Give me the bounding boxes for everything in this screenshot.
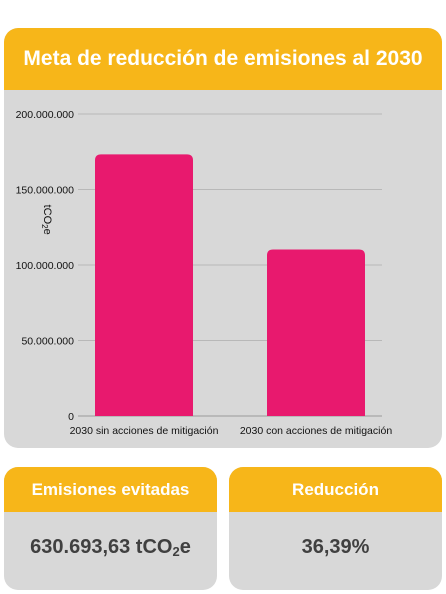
reduccion-card: Reducción 36,39%	[229, 467, 442, 590]
chart-card: Meta de reducción de emisiones al 2030 0…	[4, 28, 442, 448]
y-tick-label: 150.000.000	[16, 185, 75, 197]
emisiones-value: 630.693,63 tCO2e	[4, 536, 217, 559]
bar	[95, 154, 193, 416]
y-tick-label: 50.000.000	[21, 336, 74, 348]
y-tick-label: 0	[68, 411, 74, 423]
y-tick-label: 200.000.000	[16, 109, 75, 121]
emisiones-value-suffix: e	[179, 536, 191, 558]
emisiones-value-sub: 2	[172, 544, 180, 559]
bar	[267, 249, 365, 416]
reduccion-label: Reducción	[229, 467, 442, 512]
emisiones-label: Emisiones evitadas	[4, 467, 217, 512]
emisiones-value-main: 630.693,63 tCO	[30, 536, 173, 558]
y-tick-label: 100.000.000	[16, 260, 75, 272]
emisiones-card: Emisiones evitadas 630.693,63 tCO2e	[4, 467, 217, 590]
bar-chart: 0 50.000.000 100.000.000 150.000.000 200.000…	[16, 109, 393, 437]
reduccion-value: 36,39%	[301, 536, 370, 558]
x-category-label: 2030 con acciones de mitigación	[240, 425, 393, 437]
chart-title: Meta de reducción de emisiones al 2030	[4, 28, 442, 90]
x-category-label: 2030 sin acciones de mitigación	[70, 425, 219, 437]
y-axis-title: tCO2e	[40, 205, 53, 235]
